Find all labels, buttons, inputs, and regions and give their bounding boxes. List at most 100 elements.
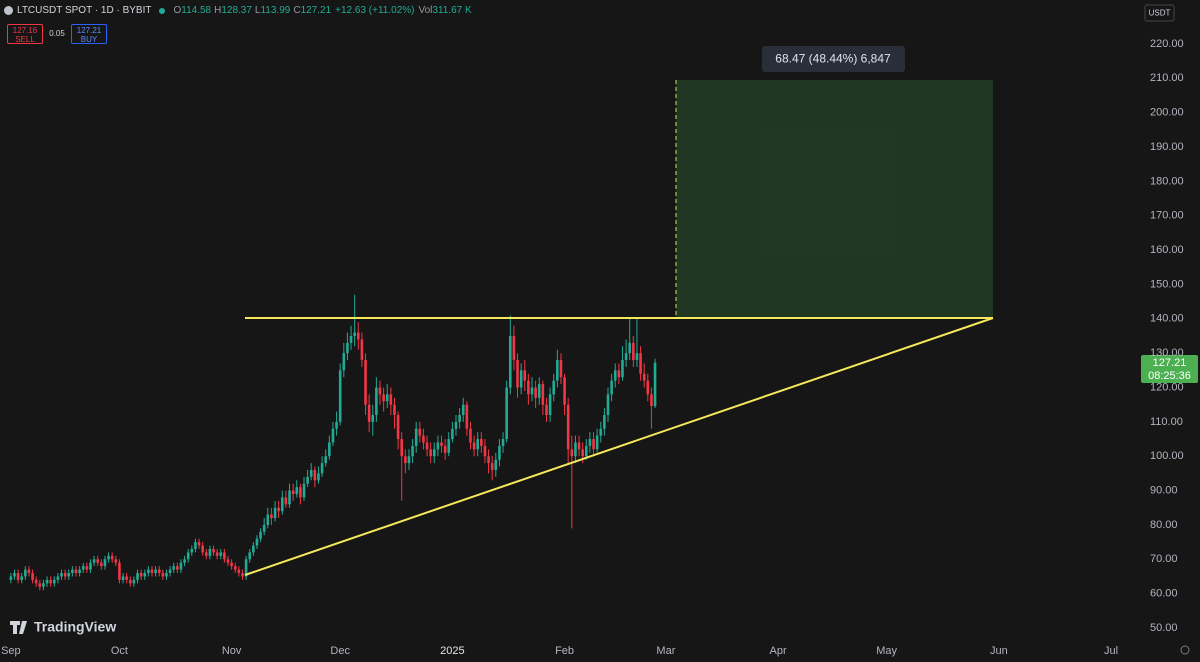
candle-body [157, 569, 161, 574]
candle-body [100, 562, 103, 567]
candle-body [346, 342, 349, 354]
candle-body [277, 507, 280, 512]
x-tick-label: May [876, 645, 897, 657]
candle-body [186, 552, 190, 560]
candle-body [516, 360, 519, 388]
buy-button[interactable]: 127.21 BUY [71, 24, 107, 44]
target-zone [676, 80, 993, 318]
candle-body [85, 566, 89, 570]
candle-body [172, 566, 176, 570]
candle-body [248, 552, 252, 560]
sell-price[interactable]: 127.16 [12, 26, 38, 35]
candle-body [295, 487, 299, 494]
legend-label: C [293, 5, 301, 16]
candle-body [548, 394, 552, 415]
candle-body [299, 487, 302, 498]
currency-box[interactable] [1144, 4, 1175, 22]
candle-body [483, 445, 487, 457]
candle-body [534, 387, 537, 398]
candle-body [114, 559, 118, 563]
y-tick-label: 90.00 [1150, 484, 1178, 496]
candle-body [121, 576, 125, 580]
candle-body [67, 573, 71, 577]
y-tick-label: 160.00 [1150, 244, 1184, 256]
settings-icon[interactable] [1180, 645, 1190, 655]
candle-body [168, 569, 172, 574]
candle-body [422, 435, 425, 443]
change: +12.63 (+11.02%) [335, 5, 415, 16]
candle-body [476, 439, 480, 450]
candle-body [288, 490, 291, 505]
candle-body [581, 449, 584, 457]
candle-body [537, 384, 541, 398]
symbol: LTCUSDT SPOT · 1D · BYBIT [17, 5, 152, 16]
legend-value: 114.58 [181, 5, 212, 16]
candle-body [371, 414, 375, 422]
candle-body [270, 514, 273, 519]
candle-body [291, 490, 295, 494]
currency[interactable]: USDT [1149, 9, 1171, 18]
candle-body [107, 555, 110, 560]
candle-body [458, 414, 461, 422]
buy-label[interactable]: BUY [80, 35, 98, 44]
candle-body [653, 362, 657, 407]
candle-body [501, 439, 505, 446]
y-tick-label: 180.00 [1150, 175, 1184, 187]
candle-body [443, 445, 447, 453]
candle-body [396, 414, 400, 440]
buy-price[interactable]: 127.21 [76, 26, 102, 35]
candle-body [447, 439, 451, 453]
y-tick-label: 70.00 [1150, 553, 1178, 565]
candle-body [342, 353, 346, 371]
candle-body [508, 335, 512, 388]
candle-body [646, 380, 650, 395]
candle-body [472, 442, 476, 450]
candle-body [49, 579, 52, 584]
candle-body [566, 404, 570, 450]
candle-body [16, 573, 20, 580]
candle-body [592, 439, 595, 450]
candle-body [81, 566, 85, 570]
candle-body [103, 559, 107, 567]
candle-body [31, 573, 34, 580]
candle-body [570, 449, 574, 457]
candle-body [642, 373, 646, 381]
plot-area [9, 294, 657, 591]
candle-body [338, 370, 342, 422]
candle-body [176, 566, 179, 570]
candle-body [356, 332, 360, 340]
candle-body [143, 573, 147, 577]
sell-button[interactable]: 127.16 SELL [7, 24, 43, 44]
legend-value: 113.99 [260, 5, 291, 16]
candle-body [650, 394, 653, 407]
candle-body [469, 428, 472, 443]
candle-body [610, 380, 613, 395]
candle-body [432, 449, 436, 457]
candle-body [389, 394, 393, 405]
candle-body [512, 335, 516, 361]
candle-body [404, 456, 407, 464]
candle-body [201, 545, 204, 553]
candle-body [527, 380, 530, 395]
legend-value: 127.21 [300, 5, 332, 16]
candle-body [280, 497, 284, 512]
candle-body [154, 569, 157, 574]
candle-body [624, 353, 628, 361]
candle-body [523, 370, 527, 381]
candle-body [161, 573, 165, 577]
y-tick-label: 190.00 [1150, 141, 1184, 153]
measure-label-bg [762, 46, 905, 72]
candle-body [494, 459, 498, 470]
candle-body [255, 538, 259, 546]
candle-body [92, 559, 96, 563]
candle-body [335, 421, 338, 429]
candle-body [215, 552, 219, 556]
sell-label[interactable]: SELL [15, 35, 35, 44]
legend-label: O [173, 5, 182, 16]
x-tick-label: Jul [1104, 645, 1118, 657]
candle-body [436, 442, 440, 450]
legend-label: H [214, 5, 222, 16]
x-tick-label: Mar [656, 645, 675, 657]
candle-body [480, 439, 483, 446]
candle-body [378, 387, 382, 395]
